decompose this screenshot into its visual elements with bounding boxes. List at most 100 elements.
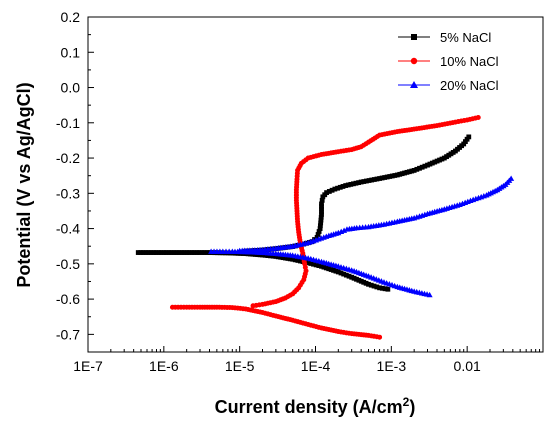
data-point — [268, 253, 273, 259]
data-point — [280, 255, 286, 261]
data-point — [319, 197, 325, 203]
data-point — [161, 250, 167, 255]
data-point — [319, 263, 324, 269]
data-point — [406, 169, 412, 175]
data-point — [319, 206, 324, 212]
data-point — [374, 176, 380, 182]
data-point — [369, 177, 375, 183]
legend-entry-20-nacl: 20% NaCl — [398, 78, 499, 93]
y-tick-label: -0.1 — [56, 115, 80, 131]
data-point — [404, 169, 410, 175]
data-point — [399, 171, 405, 177]
data-point — [434, 158, 440, 164]
data-point — [340, 184, 346, 189]
data-point — [394, 172, 400, 178]
data-point — [308, 261, 314, 266]
series-1 — [169, 115, 481, 340]
x-tick-label: 1E-5 — [225, 358, 255, 374]
data-point — [194, 250, 200, 255]
data-point — [292, 257, 298, 263]
data-point — [151, 250, 157, 255]
data-point — [351, 275, 357, 281]
data-point — [349, 274, 355, 280]
data-point — [319, 201, 324, 207]
data-point — [335, 269, 341, 275]
data-point — [475, 115, 481, 120]
y-tick-label: -0.4 — [56, 221, 80, 237]
y-tick-label: 0.1 — [61, 44, 81, 60]
data-point — [358, 179, 364, 185]
data-point — [317, 226, 323, 231]
data-point — [156, 250, 162, 255]
y-axis-title: Potential (V vs Ag/AgCl) — [14, 82, 34, 287]
data-point — [331, 267, 336, 273]
x-tick-label: 1E-7 — [73, 358, 103, 374]
data-point — [361, 179, 367, 184]
data-point — [176, 250, 182, 255]
data-point — [426, 291, 433, 298]
data-point — [186, 250, 192, 255]
data-point — [324, 190, 329, 196]
data-point — [337, 184, 343, 190]
data-point — [196, 250, 202, 255]
data-point — [374, 284, 380, 290]
data-point — [437, 157, 442, 163]
data-point — [346, 273, 352, 279]
data-point — [397, 171, 403, 177]
y-tick-label: -0.6 — [56, 291, 80, 307]
data-point — [466, 134, 472, 140]
data-point — [371, 283, 377, 289]
data-point — [199, 250, 205, 255]
axis-ticks: 1E-7 1E-6 1E-5 1E-4 1E-3 0.01 0.2 0.1 0.0 -0.1 -0.… — [56, 9, 541, 374]
data-point — [353, 180, 359, 186]
data-point — [379, 175, 385, 181]
data-point — [419, 164, 425, 170]
data-point — [382, 286, 388, 292]
data-point — [326, 189, 332, 194]
data-point — [354, 276, 359, 282]
legend-label-5-nacl: 5% NaCl — [440, 30, 491, 45]
data-point — [377, 334, 383, 340]
x-axis-title: Current density (A/cm2) — [215, 395, 416, 417]
data-point — [171, 250, 177, 255]
data-point — [285, 256, 291, 261]
y-tick-label: -0.7 — [56, 326, 80, 342]
x-tick-label: 0.01 — [454, 358, 481, 374]
data-point — [143, 250, 149, 255]
data-point — [283, 255, 288, 261]
data-point — [411, 167, 417, 173]
data-point — [356, 180, 361, 186]
data-point — [179, 250, 184, 255]
y-tick-label: 0.0 — [61, 80, 81, 96]
data-point — [402, 170, 407, 176]
x-tick-label: 1E-6 — [149, 358, 179, 374]
data-point — [432, 159, 438, 165]
data-point — [318, 220, 324, 226]
data-point — [158, 250, 164, 255]
data-point — [368, 282, 374, 288]
data-point — [356, 277, 362, 283]
data-point — [202, 250, 207, 255]
data-point — [204, 250, 210, 255]
data-point — [385, 286, 391, 292]
data-point — [379, 285, 385, 291]
y-tick-label: 0.2 — [61, 9, 81, 25]
data-point — [425, 162, 430, 168]
data-point — [414, 166, 420, 172]
data-point — [319, 212, 324, 217]
data-point — [366, 178, 372, 183]
data-point — [287, 256, 293, 262]
x-tick-label: 1E-3 — [377, 358, 407, 374]
series-2 — [208, 175, 515, 298]
data-point — [361, 279, 367, 285]
data-point — [316, 263, 322, 269]
data-point — [313, 262, 319, 268]
data-point — [332, 186, 338, 192]
legend-label-20-nacl: 20% NaCl — [440, 78, 499, 93]
x-axis-title-main: Current density (A/cm — [215, 397, 403, 417]
data-point — [377, 285, 382, 291]
data-point — [343, 183, 349, 188]
data-point — [348, 181, 354, 187]
x-axis-title-sup: 2 — [403, 395, 410, 409]
